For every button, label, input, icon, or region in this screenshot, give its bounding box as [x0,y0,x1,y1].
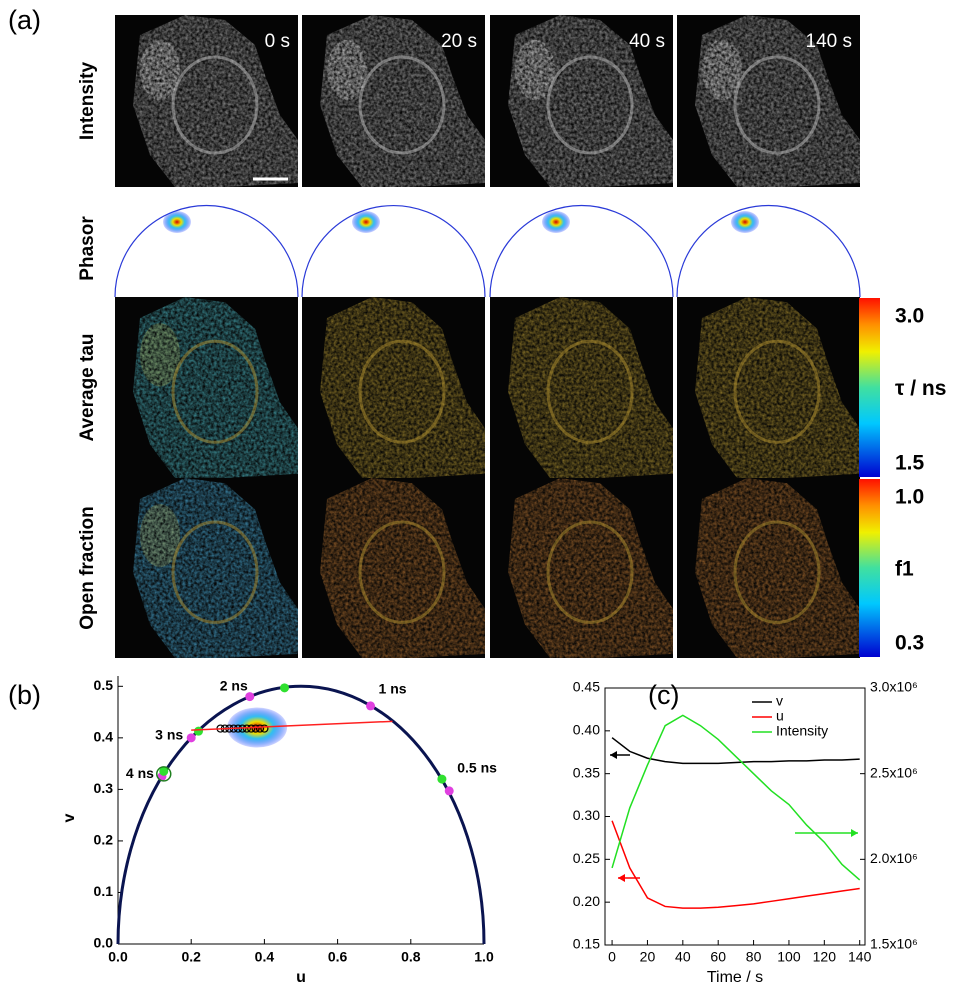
panel-label: (c) [648,680,679,710]
lifetime-label: 1 ns [379,681,407,697]
y2-tick-label: 2.5x10⁶ [870,764,918,780]
colorbar [859,298,880,477]
x-tick-label: 0.8 [401,949,421,965]
y-tick-label: 0.15 [573,936,600,952]
y-tick-label: 0.4 [94,729,114,745]
legend-label: Intensity [776,723,828,739]
phasor-arc [302,206,485,297]
x-tick-label: 20 [640,949,656,965]
y2-tick-label: 1.5x10⁶ [870,936,918,952]
y-tick-label: 0.5 [94,677,114,693]
y-axis-label: v [61,813,78,822]
phasor-arc [677,206,860,298]
lifetime-point [187,733,196,742]
panel-label: (a) [8,5,41,35]
x-tick-label: 140 [848,949,872,965]
lifetime-label: 2 ns [220,677,248,693]
x-tick-label: 60 [710,949,726,965]
row-label: Open fraction [77,506,98,630]
y-tick-label: 0.35 [573,764,600,780]
time-label: 20 s [441,31,477,52]
phasor-arc [490,206,673,298]
granules [327,40,367,100]
lifetime-point [194,727,203,736]
colorbar-label: f1 [895,558,914,581]
colorbar-label: τ / ns [895,377,946,400]
phasor-cloud [731,211,759,233]
lifetime-label: 4 ns [126,765,154,781]
y2-tick-label: 3.0x10⁶ [870,679,918,695]
colorbar [859,479,880,657]
colorbar-min: 0.3 [895,632,924,655]
legend-label: u [776,708,784,724]
legend-label: v [776,693,783,709]
row-label: Intensity [77,62,98,141]
phasor-cloud [163,211,191,233]
row-label: Average tau [77,333,98,441]
x-tick-label: 0.6 [328,949,348,965]
granules [140,504,180,567]
series-line [612,715,860,879]
x-tick-label: 80 [746,949,762,965]
lifetime-point [245,692,254,701]
granules [140,40,180,100]
y-tick-label: 0.0 [94,935,114,951]
lifetime-point [445,786,454,795]
colorbar-min: 1.5 [895,452,925,475]
phasor-plot: 0.0 0.2 0.4 0.6 0.8 1.0 0.0 0.1 0.2 0.3 0.4 0.5 u v 4 … [61,676,497,986]
series-line [612,821,860,908]
colorbar-max: 3.0 [895,305,924,328]
lifetime-point [280,683,289,692]
granules [515,40,555,100]
lifetime-label: 3 ns [155,727,183,743]
x-tick-label: 0.4 [255,949,275,965]
arrow-head [610,751,617,759]
time-label: 140 s [806,31,852,52]
lifetime-label: 0.5 ns [457,760,497,776]
y-tick-label: 0.40 [573,722,600,738]
phasor-arc [115,206,298,297]
x-tick-label: 40 [675,949,691,965]
lifetime-point [437,775,446,784]
y-tick-label: 0.20 [573,893,600,909]
image-grid: Intensity 0 s 20 s 40 s 140 s Phasor Average t… [77,15,860,658]
y-tick-label: 0.45 [573,679,600,695]
time-label: 40 s [629,31,665,52]
x-tick-label: 1.0 [474,949,494,965]
y-tick-label: 0.30 [573,807,600,823]
x-tick-label: 0.0 [108,949,128,965]
x-axis-label: Time / s [707,969,763,986]
y-tick-label: 0.1 [94,883,114,899]
x-tick-label: 0 [608,949,616,965]
colorbar-max: 1.0 [895,486,924,509]
time-label: 0 s [265,31,290,52]
x-tick-label: 0.2 [181,949,201,965]
phasor-cloud [352,211,380,233]
y-tick-label: 0.2 [94,832,114,848]
x-tick-label: 100 [777,949,801,965]
arrow-head [618,874,625,882]
y-tick-label: 0.25 [573,850,600,866]
x-tick-label: 120 [813,949,837,965]
figure: (a) (b) (c) Intensity 0 s 20 s 40 s 140 s Pha… [0,0,969,999]
y2-tick-label: 2.0x10⁶ [870,850,918,866]
lifetime-point [366,701,375,710]
arrow-head [851,829,858,837]
phasor-cloud [542,211,570,233]
x-axis-label: u [296,969,306,986]
row-label: Phasor [77,216,98,281]
panel-label: (b) [8,680,41,710]
granules [140,323,180,386]
time-plot: 0 20 40 60 80 100 120 140 0.15 0.20 0.25 0.30 0.35 0.… [573,679,918,987]
y-tick-label: 0.3 [94,780,114,796]
granules [702,40,742,100]
colorbars: 3.0 τ / ns 1.5 1.0 f1 0.3 [859,298,946,657]
